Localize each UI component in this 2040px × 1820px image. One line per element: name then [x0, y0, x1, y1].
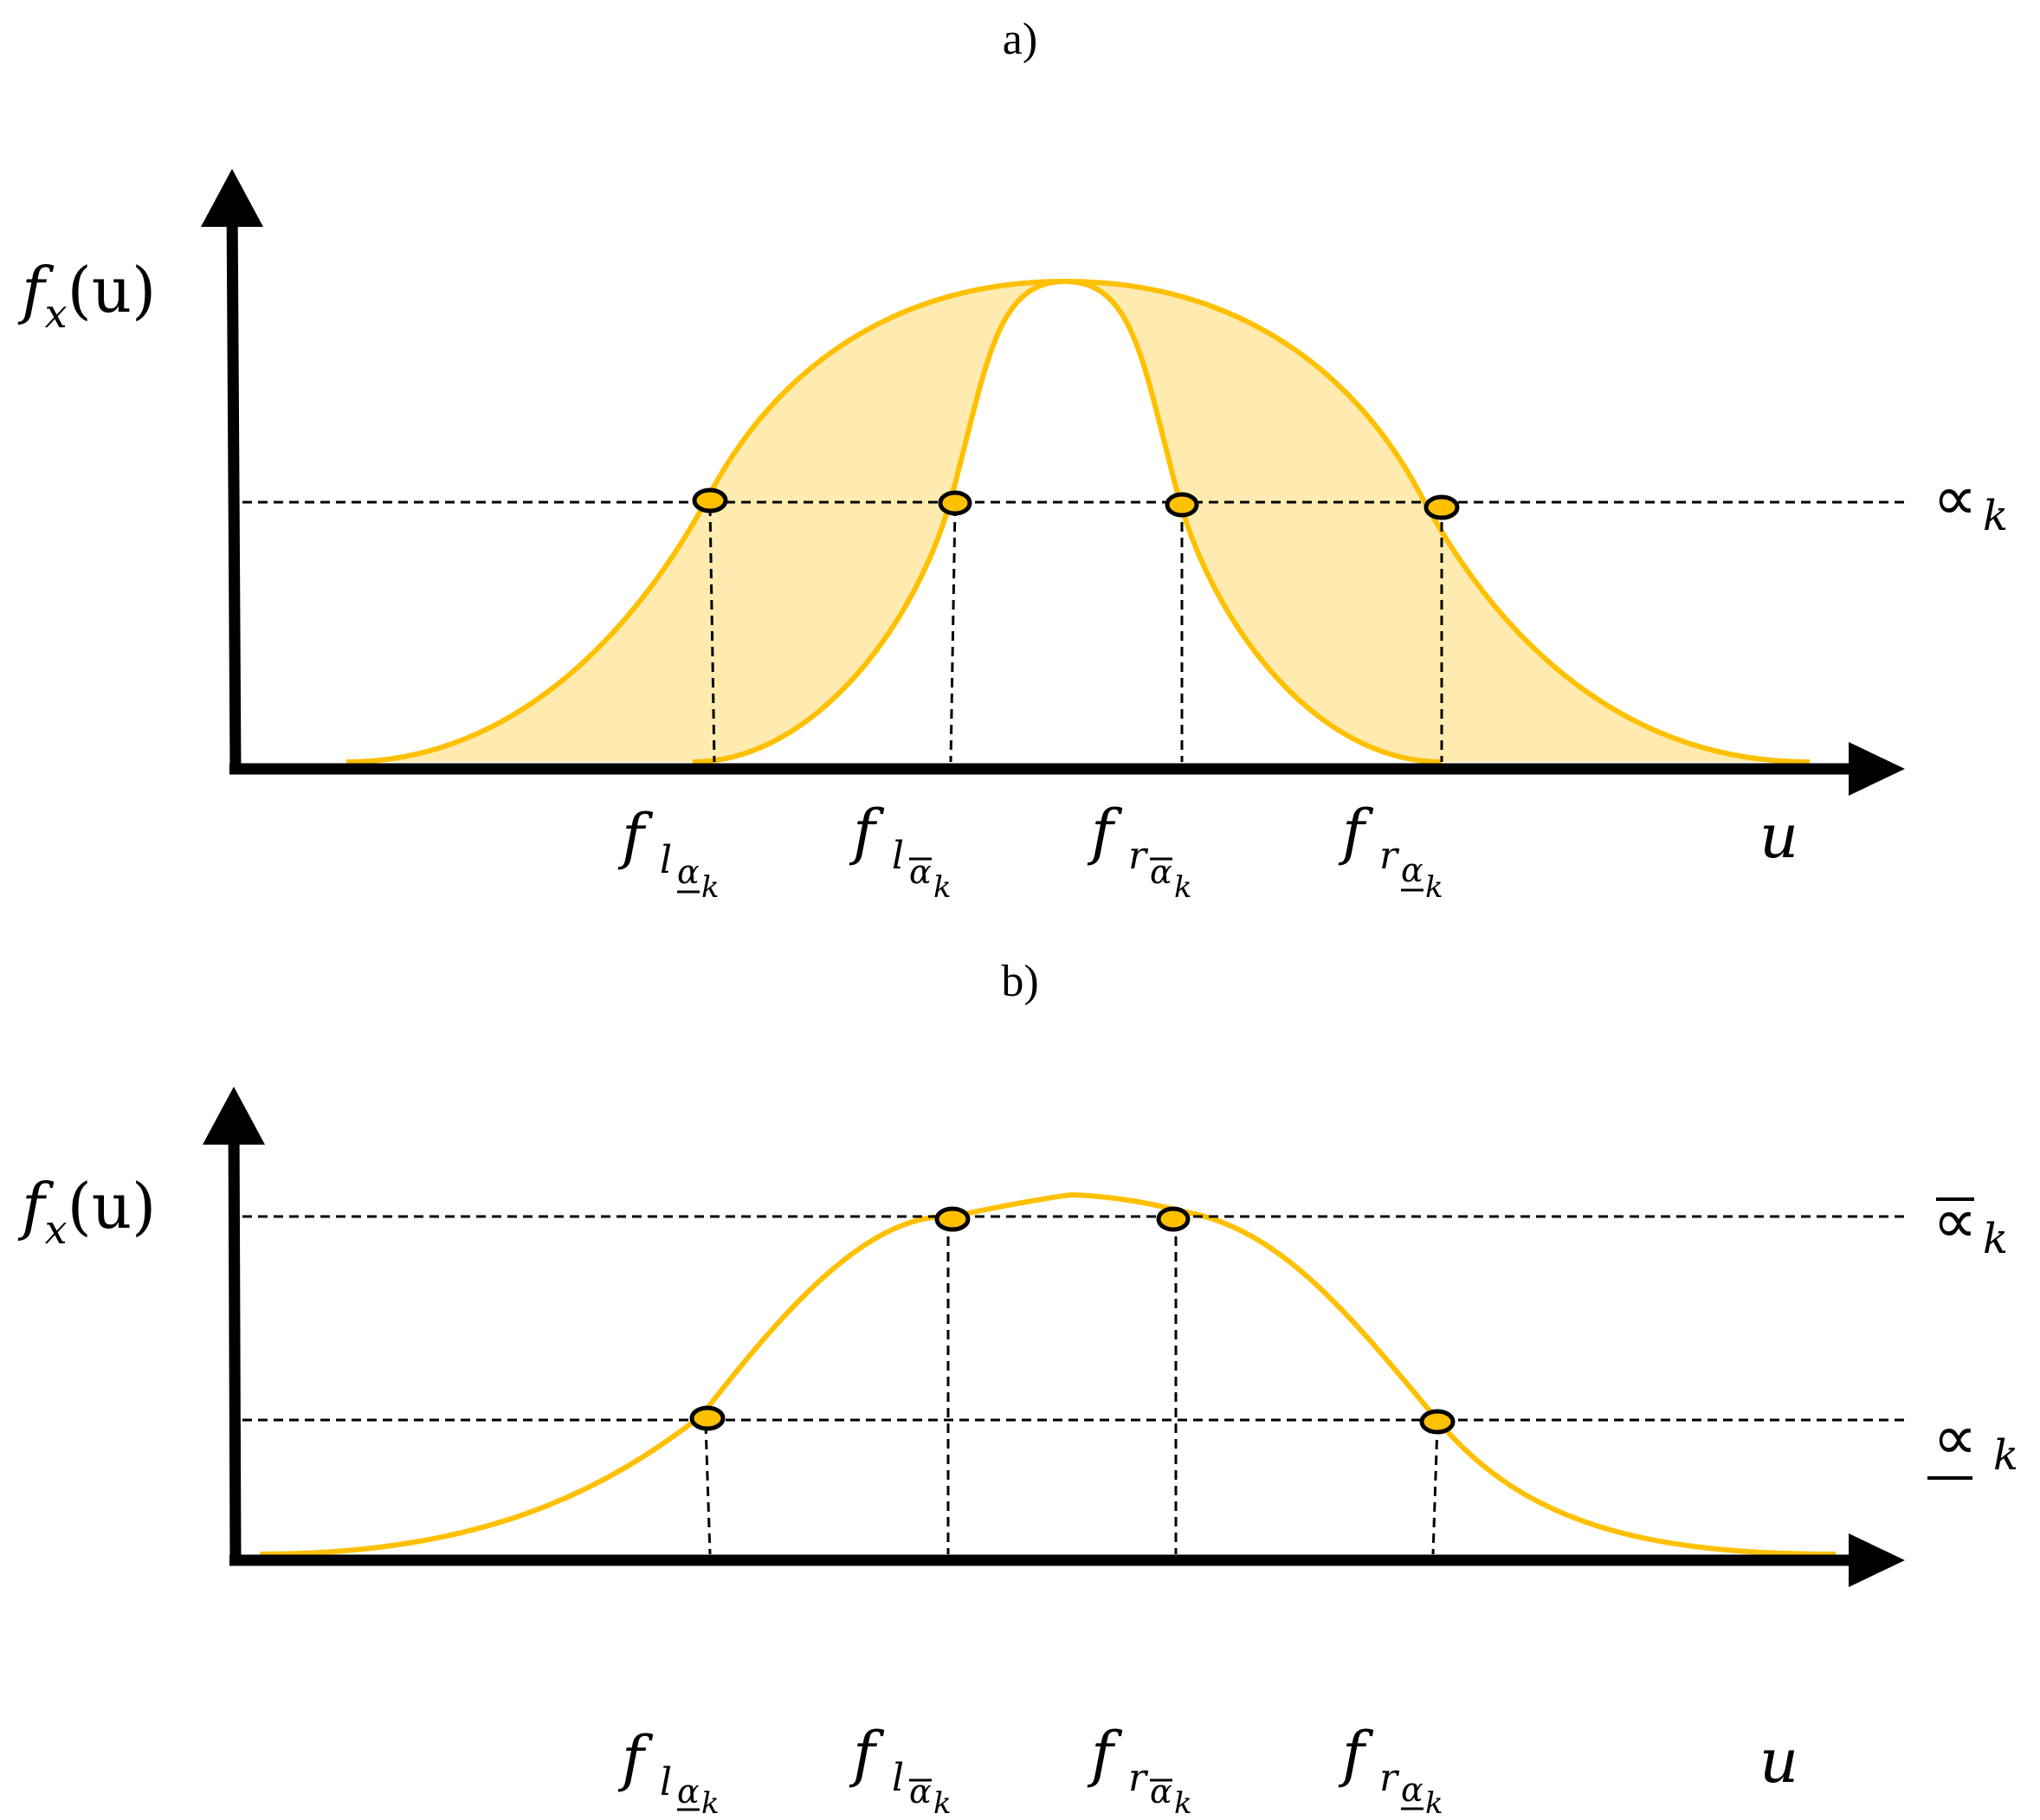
svg-text:f: f	[1087, 797, 1123, 868]
panel-b-point-2	[1156, 1206, 1191, 1232]
svg-text:l: l	[660, 838, 672, 882]
panel-a-drop-line-1	[708, 506, 716, 763]
svg-text:f: f	[849, 797, 885, 868]
panel-b-x-label: u	[1759, 1726, 1798, 1797]
panel-b-tick-label-3: f r α k	[1087, 1719, 1192, 1820]
panel-a-label: a)	[1003, 15, 1037, 64]
panel-a-level-label: ∝ k	[1933, 461, 2008, 540]
svg-text:l: l	[892, 834, 904, 878]
panel-b-drop-line-1	[704, 1423, 712, 1555]
panel-a-tick-label-3: f r α k	[1087, 797, 1192, 905]
panel-b-point-1	[934, 1206, 971, 1232]
svg-text:k: k	[1425, 1786, 1443, 1820]
svg-text:α: α	[1150, 1772, 1172, 1810]
svg-text:k: k	[1174, 1786, 1192, 1820]
svg-text:k: k	[1425, 870, 1443, 905]
panel-b-y-label: fx(u)	[17, 1170, 156, 1253]
panel-b-y-axis	[228, 1116, 242, 1562]
svg-text:k: k	[701, 870, 720, 905]
svg-text:k: k	[933, 1786, 952, 1820]
svg-text:∝: ∝	[1933, 461, 1977, 534]
svg-text:k: k	[701, 1786, 720, 1820]
panel-a-point-2	[938, 490, 972, 516]
svg-text:f: f	[617, 1723, 654, 1794]
panel-a: a) fx(u) ∝ k u	[17, 15, 2008, 905]
panel-b-curve	[259, 1191, 1837, 1557]
panel-b-point-3	[689, 1405, 726, 1431]
panel-b-tick-label-1: f l α k	[617, 1723, 720, 1820]
panel-a-y-axis	[226, 198, 242, 771]
panel-b-y-axis-arrowhead	[203, 1087, 265, 1145]
svg-text:f: f	[617, 801, 654, 872]
panel-b: b) fx(u) ∝ k ∝ k	[17, 957, 2018, 1820]
svg-text:α: α	[1150, 853, 1172, 891]
svg-text:k: k	[1983, 1215, 2008, 1263]
panel-a-tick-label-1: f l α k	[617, 801, 720, 905]
svg-text:k: k	[1993, 1431, 2018, 1480]
panel-a-tick-label-2: f l α k	[849, 797, 952, 905]
svg-text:k: k	[1983, 492, 2008, 540]
panel-b-drop-line-4	[1431, 1423, 1439, 1555]
svg-text:f: f	[1087, 1719, 1123, 1790]
panel-a-inner-curve	[692, 278, 1443, 765]
svg-text:f: f	[849, 1719, 885, 1790]
svg-text:α: α	[677, 1772, 700, 1810]
svg-text:r: r	[1379, 1756, 1400, 1800]
panel-b-x-axis-arrowhead	[1849, 1533, 1905, 1587]
panel-a-tick-label-4: f r α k	[1338, 797, 1443, 905]
svg-text:∝: ∝	[1933, 1401, 1977, 1474]
svg-text:l: l	[660, 1760, 672, 1804]
panel-b-tick-label-4: f r α k	[1338, 1719, 1443, 1820]
svg-text:f: f	[1338, 1719, 1374, 1790]
panel-a-point-4	[1423, 494, 1460, 520]
panel-a-x-axis-arrowhead	[1849, 742, 1905, 796]
svg-text:α: α	[909, 853, 932, 891]
panel-b-label: b)	[1001, 957, 1038, 1006]
svg-text:r: r	[1128, 834, 1149, 878]
svg-text:α: α	[1401, 851, 1423, 889]
panel-b-upper-level-label: ∝ k	[1933, 1184, 2008, 1263]
svg-text:∝: ∝	[1933, 1184, 1977, 1257]
panel-a-drop-line-2	[949, 506, 957, 763]
panel-a-point-1	[692, 487, 728, 513]
svg-text:α: α	[677, 853, 700, 891]
svg-text:f: f	[1338, 797, 1374, 868]
svg-text:l: l	[892, 1756, 904, 1800]
panel-b-lower-level-label: ∝ k	[1927, 1401, 2018, 1480]
svg-text:α: α	[1401, 1771, 1423, 1809]
panel-a-y-label: fx(u)	[17, 254, 156, 337]
panel-a-point-3	[1165, 492, 1199, 518]
svg-text:r: r	[1379, 834, 1400, 878]
svg-text:k: k	[933, 870, 952, 905]
svg-text:r: r	[1128, 1756, 1149, 1800]
panel-b-point-4	[1419, 1409, 1456, 1435]
panel-a-x-label: u	[1759, 801, 1798, 872]
panel-b-tick-label-2: f l α k	[849, 1719, 952, 1820]
svg-text:α: α	[909, 1772, 932, 1810]
panel-a-fuzzy-band	[346, 281, 1810, 762]
panel-a-y-axis-arrowhead	[201, 169, 263, 227]
svg-text:k: k	[1174, 870, 1192, 905]
